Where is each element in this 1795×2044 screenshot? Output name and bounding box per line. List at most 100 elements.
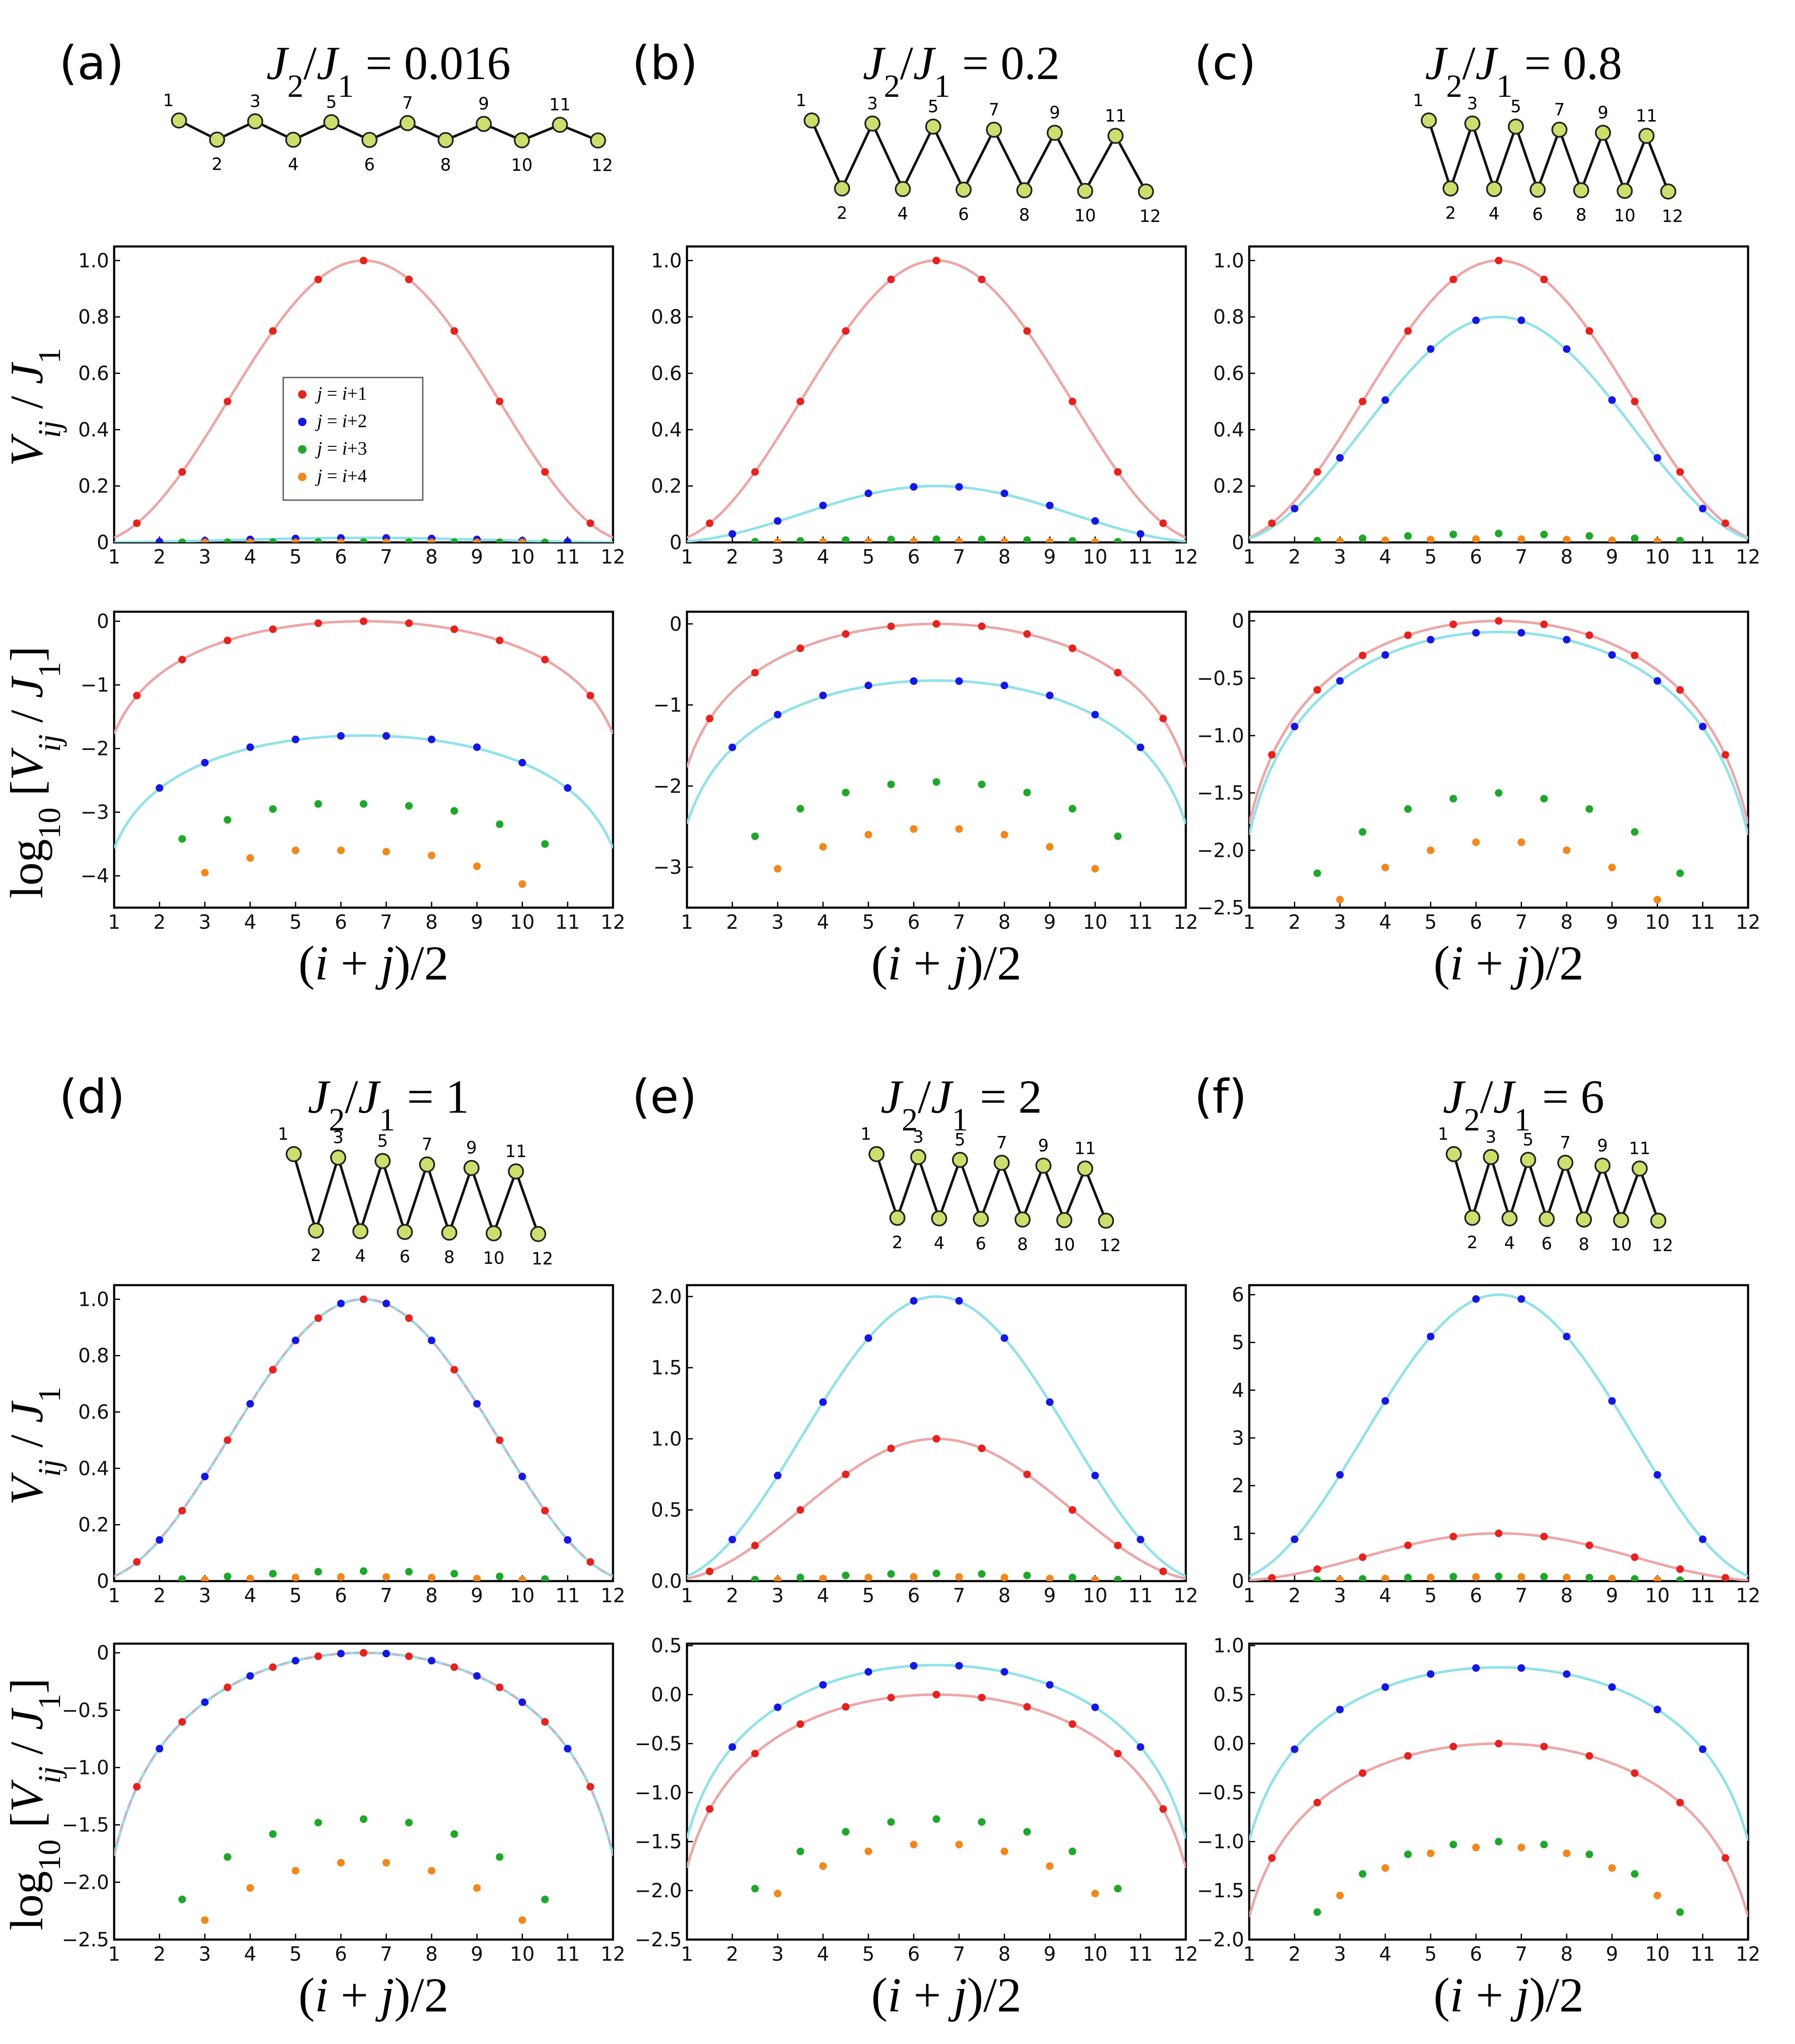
chain-site-label: 6	[975, 1234, 986, 1253]
x-tick-label: 3	[1334, 1584, 1346, 1607]
data-point-third	[887, 536, 895, 542]
data-point-nn	[314, 276, 322, 283]
x-axis-title: (i + j)/2	[1434, 936, 1584, 991]
x-axis-title-part: i	[315, 1968, 328, 2022]
legend-entry-part: +2	[347, 410, 367, 431]
chain-site-label: 6	[1541, 1234, 1552, 1253]
data-point-nn	[405, 1652, 413, 1660]
y-axis-title-part: ]	[1, 646, 52, 662]
data-point-third	[495, 1572, 503, 1580]
chain-site-label: 11	[1629, 1139, 1650, 1158]
x-tick-label: 7	[953, 911, 965, 933]
y-axis-title-part: /	[1, 698, 52, 735]
y-axis-title-part: ij	[32, 734, 67, 752]
chain-site-label: 7	[402, 93, 413, 113]
y-tick-label: −1.5	[1197, 1879, 1244, 1902]
chain-site-label: 11	[1105, 106, 1126, 126]
chain-site-label: 8	[1019, 205, 1029, 225]
chain-site-label: 5	[928, 97, 939, 117]
y-axis-title-part: 1	[32, 1387, 67, 1402]
chain-site	[1464, 1209, 1480, 1226]
legend-marker	[298, 390, 306, 399]
chain-site-label: 2	[837, 204, 847, 223]
x-tick-label: 12	[1174, 1943, 1198, 1965]
data-point-fourth	[1046, 538, 1054, 542]
data-point-third	[178, 1575, 186, 1581]
data-point-third	[933, 1815, 940, 1823]
x-axis-title-part: (	[1434, 1968, 1450, 2022]
data-point-fourth	[518, 1916, 526, 1924]
data-point-nnn	[1291, 505, 1299, 512]
chain-site	[1520, 1152, 1536, 1168]
data-point-third	[1631, 828, 1639, 836]
data-point-nnn	[1336, 454, 1344, 462]
chain-site	[1056, 1212, 1073, 1229]
plot-frame	[1248, 610, 1749, 909]
data-point-nnn	[910, 1662, 918, 1670]
x-tick-label: 7	[380, 1943, 392, 1965]
chain-site	[285, 1146, 302, 1162]
panel-title-part: /	[1480, 1071, 1494, 1123]
chain-site-label: 7	[1554, 100, 1565, 120]
chain-site-label: 2	[892, 1233, 903, 1253]
y-tick-label: −1	[80, 673, 109, 696]
y-tick-label: 0	[1232, 531, 1244, 554]
chain-bonds	[1452, 1152, 1660, 1224]
legend-entry-part: j	[315, 465, 322, 486]
chain-site-label: 3	[867, 94, 878, 113]
x-tick-label: 11	[555, 545, 580, 568]
y-tick-label: 0.6	[1213, 362, 1244, 385]
plot-area	[687, 620, 1186, 873]
y-axis-title-part: [	[1, 1812, 52, 1839]
data-point-fourth	[1608, 864, 1616, 872]
x-tick-label: 5	[289, 911, 301, 933]
data-point-third	[269, 1830, 277, 1838]
y-tick-label: −1.0	[62, 1756, 109, 1779]
x-axis-title-part: )/2	[394, 1968, 449, 2022]
y-axis-title-part: [	[1, 780, 52, 807]
data-point-third	[541, 538, 549, 542]
data-point-third	[450, 538, 458, 542]
x-tick-label: 6	[1470, 1943, 1482, 1965]
x-axis-title-part: +	[901, 936, 953, 991]
data-point-third	[405, 1568, 413, 1576]
plot-frame	[686, 245, 1187, 544]
legend-entry-part: =	[322, 465, 342, 486]
data-point-nn	[1313, 468, 1321, 476]
chain-site	[285, 131, 301, 148]
legend-entry-part: +1	[347, 383, 367, 404]
y-tick-label: −2.5	[1197, 896, 1244, 919]
data-point-third	[1585, 532, 1593, 540]
data-point-third	[450, 807, 458, 815]
x-tick-label: 3	[199, 1584, 211, 1607]
data-point-nnn	[292, 1336, 300, 1344]
x-axis-title: (i + j)/2	[871, 936, 1021, 991]
y-tick-label: 6	[1232, 1283, 1244, 1306]
data-point-fourth	[1472, 1844, 1480, 1852]
data-point-fourth	[1336, 896, 1344, 904]
x-tick-label: 4	[244, 1584, 256, 1607]
x-tick-label: 10	[1083, 911, 1108, 933]
panel-title-part: 1	[952, 1102, 968, 1138]
x-tick-label: 12	[601, 911, 626, 933]
data-point-nnn	[292, 1657, 300, 1665]
data-point-fourth	[1608, 536, 1616, 542]
plot-area	[1249, 1664, 1748, 1918]
data-point-fourth	[1517, 1844, 1525, 1852]
x-tick-label: 9	[1606, 545, 1618, 568]
x-tick-label: 11	[555, 1584, 580, 1607]
chain-site-label: 12	[591, 156, 613, 175]
data-point-nn	[1449, 276, 1457, 283]
panel-title-part: J	[913, 37, 936, 90]
x-tick-label: 3	[772, 1584, 784, 1607]
data-point-third	[178, 1896, 186, 1904]
data-point-nn	[1268, 1854, 1276, 1862]
chain-site-label: 10	[483, 1248, 504, 1268]
y-axis-title-part: 1	[32, 662, 67, 677]
x-axis-title: (i + j)/2	[298, 1968, 449, 2022]
data-point-third	[495, 538, 503, 542]
data-point-nn	[405, 619, 413, 627]
data-point-nn	[224, 397, 232, 405]
data-point-nn	[178, 1507, 186, 1515]
